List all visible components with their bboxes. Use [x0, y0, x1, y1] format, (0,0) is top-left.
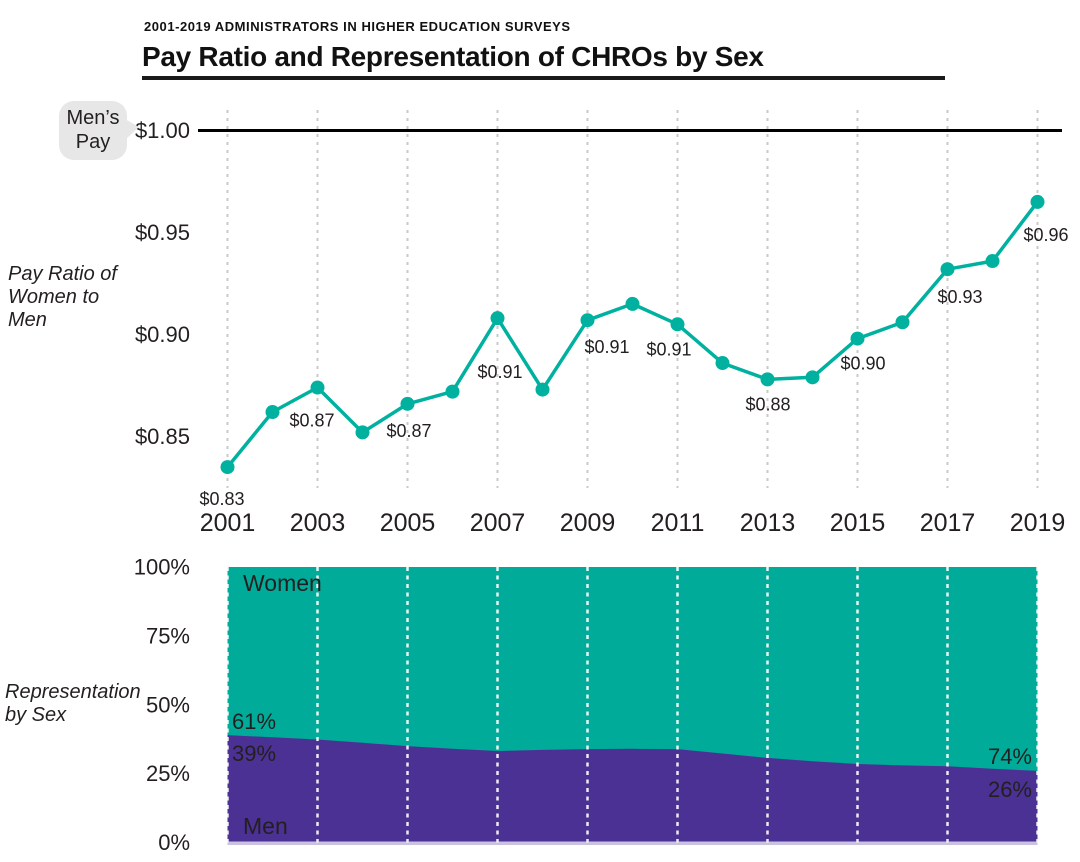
pay-ratio-point-2007 [490, 311, 505, 326]
mens-pay-callout-tail [125, 119, 139, 140]
pay-x-tick-2015: 2015 [830, 509, 886, 537]
mens-pay-callout: Men’s Pay [59, 101, 127, 160]
pay-x-tick-2011: 2011 [651, 509, 705, 537]
pay-ratio-point-2019 [1030, 194, 1045, 209]
pay-ratio-point-2015 [850, 331, 865, 346]
point-label-2005: $0.87 [386, 421, 431, 441]
pay-x-tick-2013: 2013 [740, 509, 796, 537]
pay-x-tick-2001: 2001 [200, 509, 256, 537]
pay-ratio-point-2004 [355, 425, 370, 440]
pay-ratio-point-2003 [310, 380, 325, 395]
rep-y-tick-25: 25% [146, 761, 190, 786]
pay-ratio-point-2014 [805, 370, 820, 385]
pay-ratio-axis-label: Pay Ratio of Women to Men [8, 263, 117, 331]
chart-eyebrow: 2001-2019 ADMINISTRATORS IN HIGHER EDUCA… [144, 19, 571, 34]
point-label-2001: $0.83 [199, 489, 244, 509]
area-value-label-74: 74% [988, 744, 1032, 769]
rep-y-tick-50: 50% [146, 692, 190, 717]
pay-ratio-point-2013 [760, 372, 775, 387]
pay-ratio-point-2011 [670, 317, 685, 332]
pay-y-tick-0.85: $0.85 [135, 424, 190, 449]
pay-y-tick-0.90: $0.90 [135, 322, 190, 347]
area-series-label-men: Men [243, 813, 288, 839]
point-label-2007: $0.91 [477, 362, 522, 382]
pay-ratio-point-2012 [715, 356, 730, 371]
pay-ratio-point-2016 [895, 315, 910, 330]
area-value-label-61: 61% [232, 709, 276, 734]
pay-x-tick-2009: 2009 [560, 509, 616, 537]
point-label-2019: $0.96 [1023, 225, 1068, 245]
pay-x-tick-2019: 2019 [1010, 509, 1066, 537]
pay-ratio-point-2018 [985, 254, 1000, 269]
area-bottom-edge [227, 841, 1038, 845]
pay-x-tick-2007: 2007 [470, 509, 526, 537]
pay-ratio-point-2017 [940, 262, 955, 277]
pay-ratio-point-2006 [445, 384, 460, 399]
rep-y-tick-0: 0% [158, 830, 190, 855]
point-label-2015: $0.90 [840, 354, 885, 374]
rep-y-tick-100: 100% [134, 555, 190, 580]
pay-y-tick-0.95: $0.95 [135, 220, 190, 245]
area-value-label-39: 39% [232, 741, 276, 766]
pay-ratio-point-2010 [625, 296, 640, 311]
pay-ratio-point-2002 [265, 405, 280, 420]
pay-ratio-point-2009 [580, 313, 595, 328]
representation-chart [226, 567, 1039, 845]
title-underline [142, 76, 945, 80]
pay-x-tick-2017: 2017 [920, 509, 976, 537]
pay-x-tick-2003: 2003 [290, 509, 346, 537]
pay-y-tick-1.00: $1.00 [135, 118, 190, 143]
area-series-label-women: Women [243, 570, 322, 596]
chart-title: Pay Ratio and Representation of CHROs by… [142, 41, 764, 72]
point-label-2009: $0.91 [584, 337, 629, 357]
pay-x-tick-2005: 2005 [380, 509, 436, 537]
area-value-label-26: 26% [988, 777, 1032, 802]
representation-axis-label: Representation by Sex [5, 681, 141, 726]
pay-ratio-point-2008 [535, 382, 550, 397]
rep-y-tick-75: 75% [146, 623, 190, 648]
point-label-2017: $0.93 [937, 287, 982, 307]
point-label-2011: $0.91 [646, 339, 691, 359]
pay-ratio-line [225, 200, 1040, 469]
pay-ratio-point-2005 [400, 396, 415, 411]
men-area [227, 735, 1038, 843]
pay-ratio-point-2001 [220, 460, 235, 475]
point-label-2003: $0.87 [289, 411, 334, 431]
point-label-2013: $0.88 [745, 394, 790, 414]
pay-ratio-chart [198, 110, 1062, 488]
